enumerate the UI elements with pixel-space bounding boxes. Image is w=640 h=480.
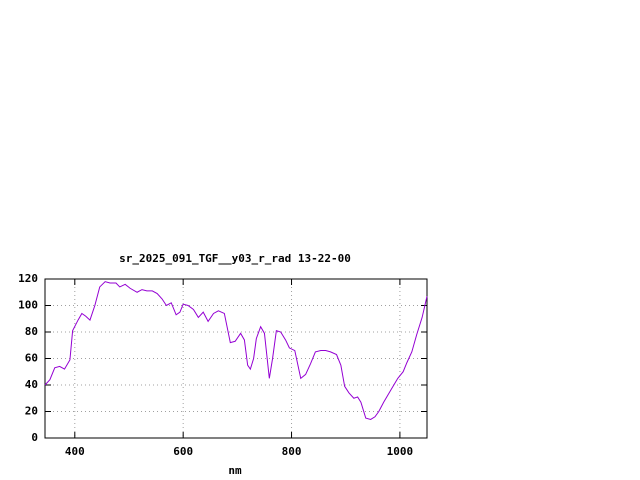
x-tick-label: 1000 bbox=[387, 445, 414, 458]
x-tick-label: 400 bbox=[65, 445, 85, 458]
plot-frame bbox=[44, 278, 428, 439]
y-tick-label: 80 bbox=[25, 325, 38, 338]
y-tick-label: 120 bbox=[18, 272, 38, 285]
y-tick-label: 100 bbox=[18, 299, 38, 312]
x-tick-label: 800 bbox=[282, 445, 302, 458]
y-tick-label: 20 bbox=[25, 405, 38, 418]
y-tick-label: 0 bbox=[31, 431, 38, 444]
y-tick-label: 60 bbox=[25, 352, 38, 365]
y-tick-label: 40 bbox=[25, 378, 38, 391]
data-line bbox=[44, 281, 428, 420]
chart-title: sr_2025_091_TGF__y03_r_rad 13-22-00 bbox=[119, 252, 351, 265]
x-axis-label: nm bbox=[228, 464, 242, 477]
x-tick-label: 600 bbox=[173, 445, 193, 458]
